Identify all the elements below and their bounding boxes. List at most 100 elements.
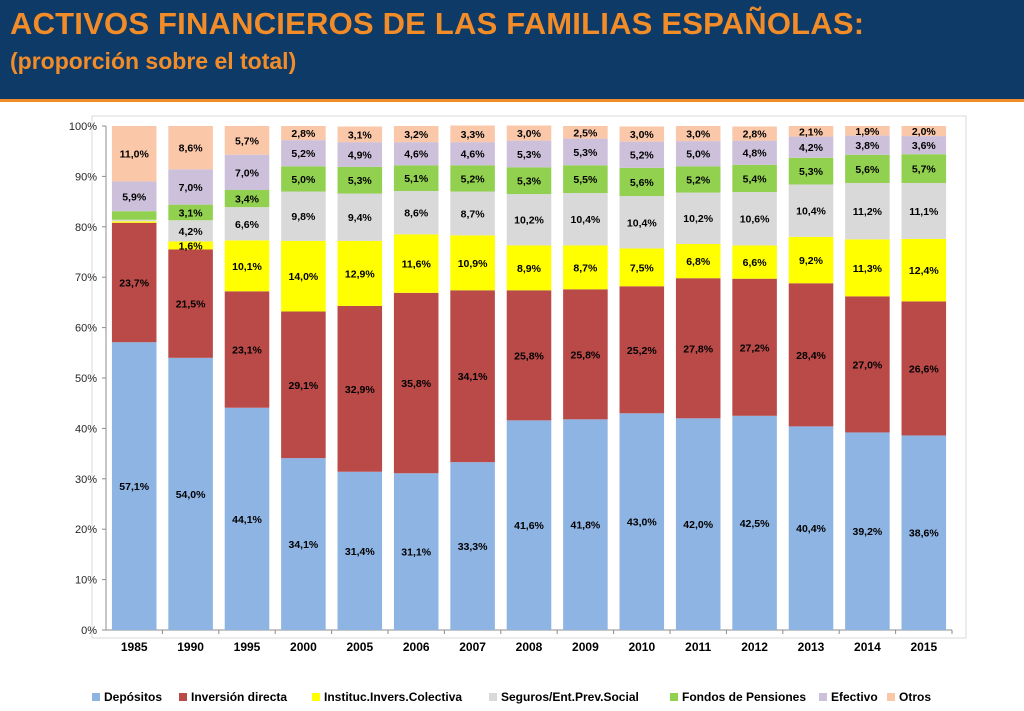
data-label: 5,3% <box>573 147 598 159</box>
bar-segment <box>845 296 890 433</box>
header-bar <box>0 0 1024 99</box>
bar-segment <box>563 193 608 246</box>
bar-segment <box>111 222 157 343</box>
bar-segment <box>732 245 777 279</box>
x-tick-label: 2009 <box>572 640 599 654</box>
bar-segment <box>619 167 665 197</box>
bar-segment <box>732 278 777 416</box>
data-label: 41,6% <box>514 520 544 532</box>
x-tick-label: 1995 <box>234 640 261 654</box>
data-label: 40,4% <box>796 523 826 535</box>
data-label: 27,0% <box>853 359 883 371</box>
data-label: 5,2% <box>630 150 655 162</box>
y-tick-label: 60% <box>75 323 97 335</box>
bar-segment <box>281 311 326 459</box>
bar-segment <box>111 221 157 223</box>
bar-segment <box>506 125 552 141</box>
bar-segment <box>111 342 157 630</box>
bar-segment <box>168 204 213 221</box>
bar-segment <box>845 239 890 297</box>
y-tick-label: 90% <box>75 171 97 183</box>
bar-segment <box>675 278 721 419</box>
x-tick-label: 2008 <box>516 640 543 654</box>
data-label: 34,1% <box>458 371 488 383</box>
bar-segment <box>563 289 608 420</box>
data-label: 5,2% <box>686 174 711 186</box>
bar-segment <box>168 220 213 242</box>
bar-segment <box>901 182 947 239</box>
data-label: 5,4% <box>743 173 768 185</box>
data-label: 4,9% <box>348 149 373 161</box>
legend-swatch <box>179 693 187 701</box>
x-tick-label: 2007 <box>459 640 486 654</box>
data-label: 31,1% <box>401 547 431 559</box>
data-label: 29,1% <box>289 380 319 392</box>
data-label: 42,5% <box>740 518 770 530</box>
data-label: 5,7% <box>235 135 260 147</box>
data-label: 5,1% <box>404 173 429 185</box>
page-subtitle: (proporción sobre el total) <box>10 48 297 74</box>
bar-segment <box>450 165 495 192</box>
bar-segment <box>224 126 270 155</box>
data-label: 33,3% <box>458 541 488 553</box>
data-label: 4,8% <box>743 148 768 160</box>
x-tick-label: 2014 <box>854 640 881 654</box>
data-label: 8,6% <box>404 208 429 220</box>
data-label: 11,0% <box>120 149 150 161</box>
bar-segment <box>506 140 552 168</box>
x-tick-label: 2000 <box>290 640 317 654</box>
bar-segment <box>506 167 552 195</box>
bar-segment <box>393 234 439 293</box>
legend-swatch <box>489 693 497 701</box>
data-label: 5,5% <box>573 174 598 186</box>
bar-segment <box>224 207 270 241</box>
bar-segment <box>506 420 552 630</box>
page-title: ACTIVOS FINANCIEROS DE LAS FAMILIAS ESPA… <box>10 6 865 41</box>
bar-segment <box>901 238 947 302</box>
bar-segment <box>393 142 439 166</box>
bar-segment <box>619 413 665 630</box>
bar-segment <box>732 164 777 193</box>
legend-label: Instituc.Invers.Colectiva <box>324 690 462 704</box>
y-tick-label: 10% <box>75 575 97 587</box>
data-label: 25,2% <box>627 345 657 357</box>
data-label: 10,6% <box>740 214 770 226</box>
data-label: 8,7% <box>573 262 598 274</box>
bar-segment <box>111 211 157 220</box>
legend-label: Efectivo <box>831 690 878 704</box>
data-label: 5,6% <box>855 164 880 176</box>
bar-segment <box>732 126 777 141</box>
data-label: 1,9% <box>855 126 880 138</box>
bar-segment <box>337 142 383 167</box>
data-label: 7,0% <box>179 182 204 194</box>
data-label: 5,9% <box>122 191 147 203</box>
legend-label: Depósitos <box>104 690 162 704</box>
x-tick-label: 2010 <box>628 640 655 654</box>
bar-segment <box>281 191 326 241</box>
x-tick-label: 2006 <box>403 640 430 654</box>
data-label: 3,2% <box>404 129 429 141</box>
bar-segment <box>845 126 890 136</box>
data-label: 3,1% <box>348 129 373 141</box>
bar-segment <box>337 471 383 630</box>
bar-segment <box>393 191 439 235</box>
data-label: 9,8% <box>291 211 316 223</box>
bar-segment <box>901 154 947 183</box>
y-tick-label: 0% <box>81 625 97 637</box>
data-label: 31,4% <box>345 546 375 558</box>
bar-segment <box>168 169 213 205</box>
legend-label: Seguros/Ent.Prev.Social <box>501 690 639 704</box>
data-label: 23,1% <box>232 345 262 357</box>
bar-segment <box>224 190 270 208</box>
legend-swatch <box>819 693 827 701</box>
y-tick-label: 40% <box>75 423 97 435</box>
data-label: 43,0% <box>627 517 657 529</box>
data-label: 54,0% <box>176 489 206 501</box>
data-label: 3,0% <box>630 129 655 141</box>
bar-segment <box>788 126 834 137</box>
data-label: 2,8% <box>743 129 768 141</box>
legend-swatch <box>92 693 100 701</box>
bar-segment <box>788 426 834 630</box>
bar-segment <box>845 432 890 630</box>
bar-segment <box>788 136 834 158</box>
